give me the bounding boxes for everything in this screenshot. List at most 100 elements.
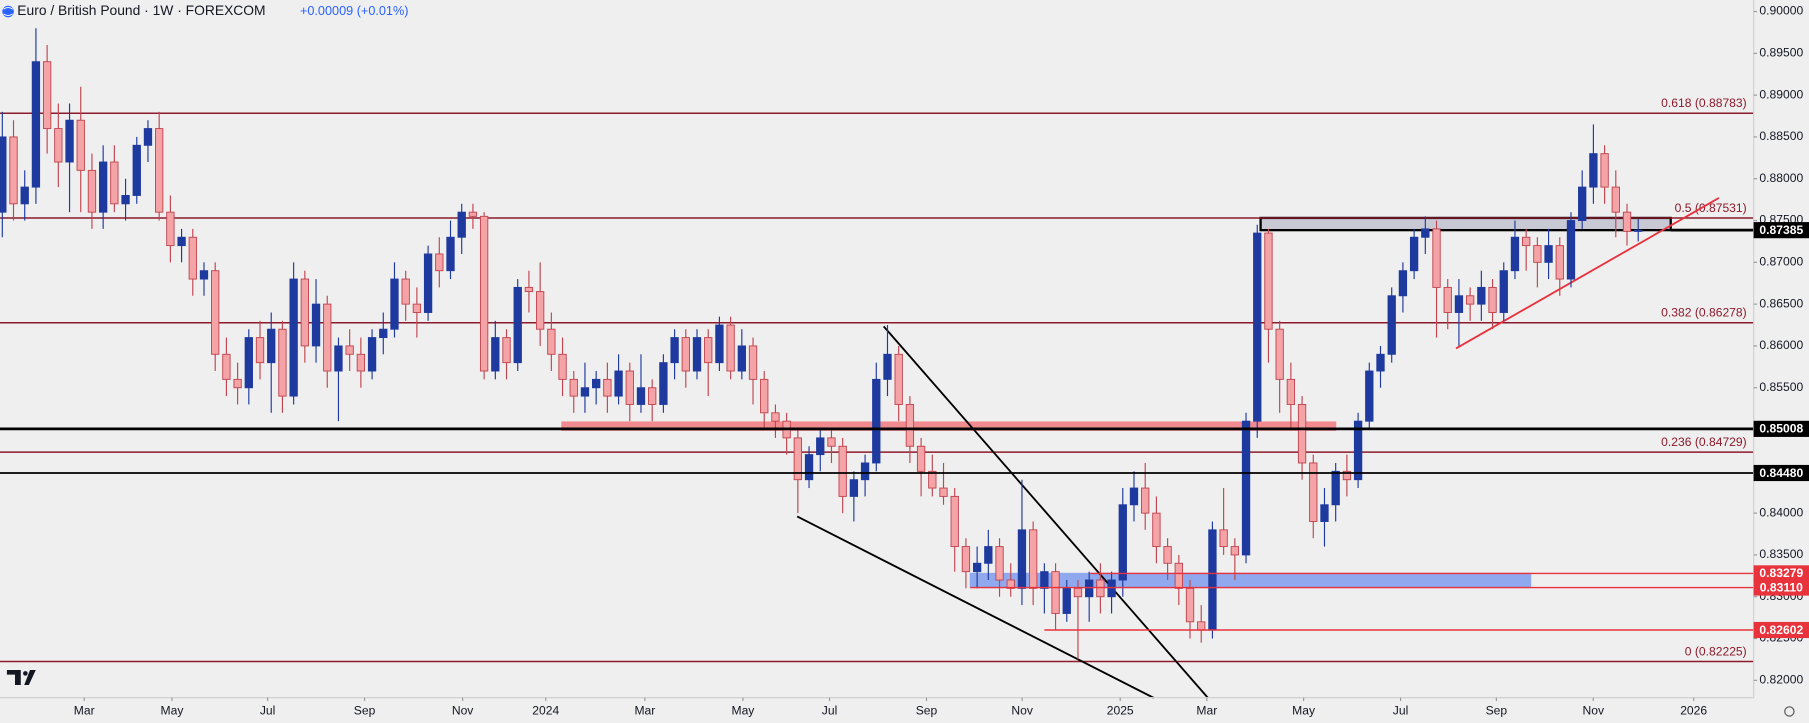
candle-body: [569, 378, 578, 397]
candle-body: [502, 337, 511, 364]
candle-body: [950, 495, 959, 548]
chart-title: Euro / British Pound · 1W · FOREXCOM: [17, 2, 265, 18]
zone: [1259, 216, 1672, 232]
trendline: [796, 515, 1155, 699]
y-tick-label: 0.86500: [1759, 296, 1803, 310]
candle-body: [300, 278, 309, 347]
price-label-box: [1753, 464, 1809, 482]
candle-body: [513, 286, 522, 364]
candle-body: [872, 378, 881, 464]
price-label: 0.87385: [1759, 223, 1803, 237]
candle-body: [278, 328, 287, 397]
y-tick-label: 0.86000: [1759, 338, 1803, 352]
candle-body: [468, 211, 478, 217]
symbol-icon-detail: [3, 7, 13, 17]
candle-body: [524, 286, 534, 293]
candle-body: [905, 403, 915, 447]
candle-body: [715, 324, 724, 364]
candle-body: [1152, 512, 1161, 548]
candle-body: [771, 412, 780, 422]
candle-body: [76, 119, 85, 171]
candle-body: [289, 278, 298, 397]
candle-body: [860, 462, 870, 481]
candle-body: [1522, 236, 1531, 247]
settings-icon[interactable]: [1784, 706, 1795, 717]
candle-body: [838, 445, 847, 497]
candle-body: [1297, 403, 1307, 464]
candle-body: [760, 378, 769, 414]
candle-body: [1589, 153, 1598, 188]
plot-area: 0.618 (0.88783) 0.5 (0.87531) 0.382 (0.862…: [0, 28, 1754, 699]
candle-body: [648, 387, 657, 405]
candle-body: [1342, 470, 1352, 481]
candle-body: [1365, 370, 1374, 422]
candle-body: [110, 161, 119, 205]
candle-body: [121, 194, 130, 205]
x-tick-label: 2025: [1107, 704, 1134, 718]
candle-body: [894, 353, 903, 405]
candle-body: [1286, 378, 1296, 405]
candle-body: [1454, 295, 1464, 313]
candle-body: [1129, 487, 1139, 506]
candle-body: [1622, 211, 1632, 232]
price-label-box: [1753, 420, 1809, 437]
zone: [561, 421, 1337, 431]
logo-part: [23, 671, 28, 676]
candle-body: [233, 378, 242, 389]
candle-body: [1051, 571, 1060, 614]
candle-body: [1028, 529, 1038, 589]
candle-body: [692, 337, 702, 372]
x-tick-label: Sep: [354, 704, 376, 718]
x-tick-label: 2024: [532, 704, 559, 718]
trendline: [882, 325, 1209, 699]
fib-label: 0.382 (0.86278): [1661, 306, 1747, 320]
x-tick-label: Nov: [452, 704, 474, 718]
candle-body: [816, 437, 825, 456]
candle-body: [323, 303, 332, 372]
candle-body: [155, 128, 164, 213]
candle-body: [883, 353, 892, 380]
candle-body: [423, 253, 433, 313]
x-tick-label: Nov: [1583, 704, 1605, 718]
candle-body: [1510, 236, 1520, 272]
candle-body: [412, 303, 422, 313]
candle-body: [65, 119, 74, 163]
price-change: +0.00009 (+0.01%): [300, 4, 409, 18]
candle-body: [54, 128, 63, 163]
candle-body: [1566, 220, 1576, 280]
candle-body: [614, 370, 623, 397]
fib-label: 0.236 (0.84729): [1661, 435, 1747, 449]
candle-body: [726, 324, 735, 372]
trendline: [1455, 197, 1720, 350]
price-label: 0.83279: [1759, 566, 1803, 580]
x-tick-label: Jul: [260, 704, 275, 718]
candle-body: [267, 328, 276, 364]
candle-body: [995, 546, 1004, 581]
candle-body: [367, 337, 377, 372]
candle-body: [984, 546, 993, 564]
y-tick-label: 0.84000: [1759, 505, 1803, 519]
candle-body: [98, 161, 108, 213]
candle-body: [311, 303, 321, 347]
candle-body: [0, 136, 7, 213]
x-tick-label: Jul: [822, 704, 837, 718]
candle-body: [401, 278, 410, 305]
candle-body: [255, 337, 265, 364]
logo: [6, 669, 36, 685]
candle-body: [1275, 328, 1284, 380]
candle-body: [334, 345, 343, 372]
candle-body: [1085, 579, 1094, 598]
candle-body: [547, 328, 556, 355]
candle-body: [1555, 245, 1564, 280]
fib-label: 0.618 (0.88783): [1661, 96, 1747, 110]
candle-body: [535, 291, 545, 330]
candle-body: [457, 211, 466, 238]
x-tick-label: Mar: [74, 704, 95, 718]
candle-body: [804, 454, 814, 481]
candle-body: [1073, 587, 1083, 598]
candle-body: [737, 345, 746, 372]
logo-part: [24, 669, 36, 685]
x-tick-label: Mar: [1196, 704, 1217, 718]
candle-body: [1040, 571, 1049, 589]
fib-label: 0 (0.82225): [1685, 644, 1747, 658]
